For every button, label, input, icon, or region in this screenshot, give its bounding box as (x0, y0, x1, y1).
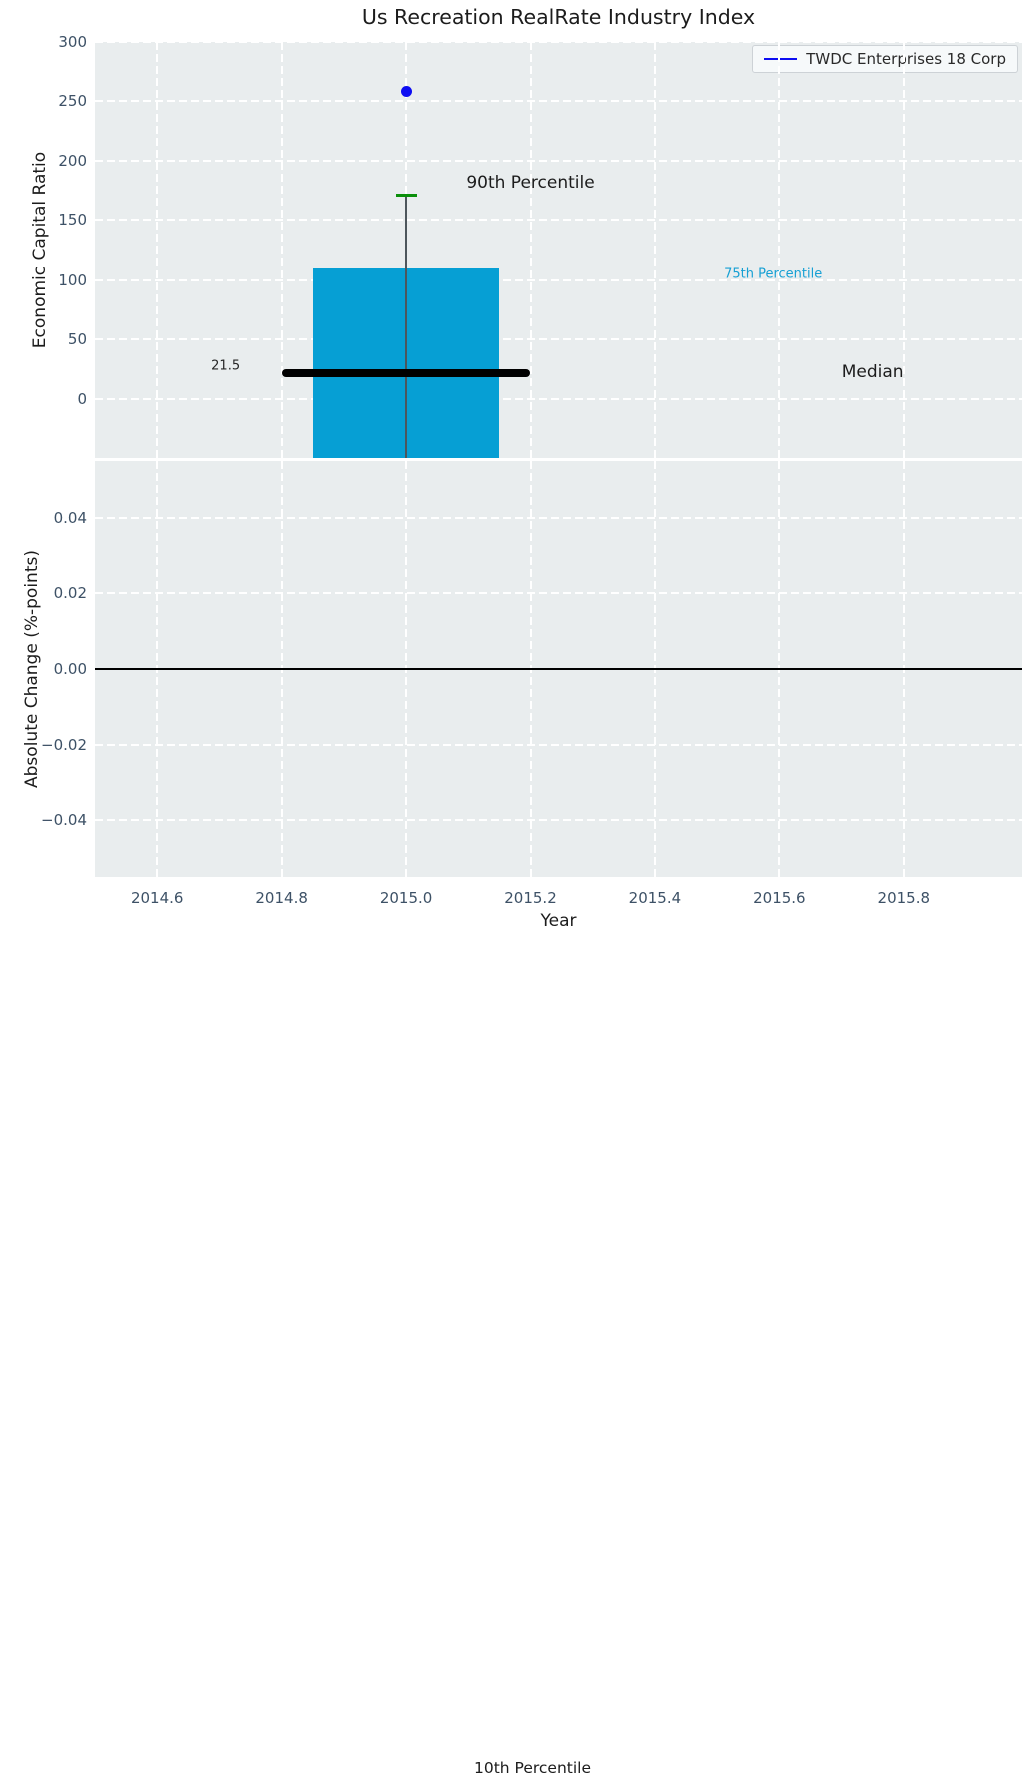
gridline-horizontal (95, 517, 1022, 519)
y-tick-label: 100 (17, 271, 87, 289)
x-axis-label: Year (95, 911, 1022, 931)
gridline-horizontal (95, 744, 1022, 746)
x-tick-label: 2015.4 (610, 889, 700, 907)
gridline-horizontal (95, 338, 1022, 340)
legend-line-sample-icon (764, 58, 797, 60)
figure-canvas: Us Recreation RealRate Industry Index Ec… (0, 0, 1034, 1789)
gridline-horizontal (95, 219, 1022, 221)
gridline-horizontal (95, 279, 1022, 281)
gridline-vertical (778, 42, 780, 458)
x-tick-label: 2015.6 (734, 889, 824, 907)
gridline-vertical (281, 42, 283, 458)
y-tick-label: 50 (17, 330, 87, 348)
x-tick-label: 2015.8 (859, 889, 949, 907)
annotation-75th-percentile: 75th Percentile (724, 266, 822, 281)
annotation-median: Median (842, 362, 904, 382)
y-tick-label: −0.02 (17, 736, 87, 754)
axes-top-economic-capital-ratio (95, 42, 1022, 458)
chart-title: Us Recreation RealRate Industry Index (95, 5, 1022, 29)
y-tick-label: 150 (17, 211, 87, 229)
boxplot-outlier-point (401, 86, 412, 97)
gridline-horizontal (95, 41, 1022, 43)
gridline-horizontal (95, 592, 1022, 594)
legend-label: TWDC Enterprises 18 Corp (806, 50, 1006, 68)
boxplot-median-line (282, 369, 531, 377)
boxplot-whisker-cap (396, 194, 417, 198)
y-tick-label: 0 (17, 390, 87, 408)
gridline-vertical (530, 42, 532, 458)
y-tick-label: 300 (17, 33, 87, 51)
gridline-horizontal (95, 160, 1022, 162)
gridline-vertical (156, 42, 158, 458)
legend: TWDC Enterprises 18 Corp (752, 45, 1018, 73)
x-tick-label: 2015.2 (486, 889, 576, 907)
x-tick-label: 2014.8 (237, 889, 327, 907)
annotation-21-5: 21.5 (211, 359, 240, 374)
gridline-vertical (654, 42, 656, 458)
x-tick-label: 2014.6 (112, 889, 202, 907)
y-tick-label: 200 (17, 152, 87, 170)
y-tick-label: 0.00 (17, 660, 87, 678)
gridline-horizontal (95, 819, 1022, 821)
annotation-90th-percentile: 90th Percentile (466, 173, 594, 193)
y-tick-label: 0.02 (17, 584, 87, 602)
y-tick-label: 0.04 (17, 509, 87, 527)
annotation-10th-percentile: 10th Percentile (474, 1759, 591, 1777)
x-tick-label: 2015.0 (361, 889, 451, 907)
zero-line (95, 668, 1022, 670)
gridline-horizontal (95, 398, 1022, 400)
gridline-vertical (903, 42, 905, 458)
y-tick-label: −0.04 (17, 811, 87, 829)
gridline-horizontal (95, 100, 1022, 102)
y-tick-label: 250 (17, 92, 87, 110)
boxplot-whisker-line (405, 195, 407, 458)
